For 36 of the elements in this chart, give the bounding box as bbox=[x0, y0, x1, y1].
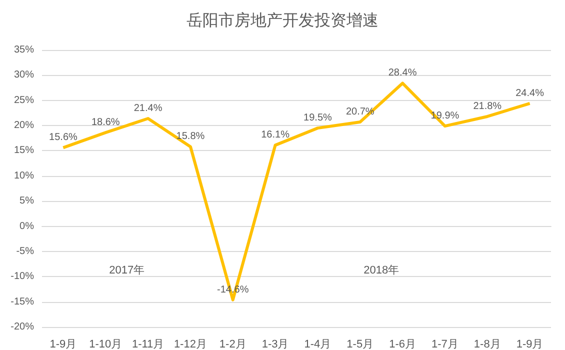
x-tick-label: 1-6月 bbox=[389, 338, 416, 350]
data-label: 24.4% bbox=[516, 88, 544, 99]
data-label: 21.8% bbox=[473, 100, 502, 112]
data-label: 16.1% bbox=[261, 130, 290, 141]
y-tick-label: 5% bbox=[20, 196, 34, 207]
y-tick-label: -20% bbox=[10, 322, 34, 332]
x-tick-label: 1-7月 bbox=[432, 338, 458, 350]
x-tick-label: 1-3月 bbox=[262, 338, 289, 350]
x-tick-label: 1-9月 bbox=[50, 338, 77, 350]
x-tick-label: 1-2月 bbox=[219, 338, 246, 350]
y-tick-label: -15% bbox=[10, 296, 34, 308]
data-label: 15.6% bbox=[49, 132, 78, 144]
x-tick-label: 1-4月 bbox=[304, 338, 332, 350]
y-tick-label: 15% bbox=[14, 145, 34, 156]
annotation: 2018年 bbox=[364, 264, 400, 276]
annotation: 2017年 bbox=[109, 264, 145, 276]
y-tick-label: 20% bbox=[14, 120, 34, 132]
y-tick-label: 30% bbox=[14, 70, 34, 81]
data-label: 21.4% bbox=[134, 102, 162, 114]
data-label: 19.5% bbox=[304, 112, 332, 124]
x-tick-label: 1-9月 bbox=[516, 338, 544, 350]
y-tick-label: -10% bbox=[10, 271, 34, 282]
x-tick-label: 1-11月 bbox=[132, 338, 164, 350]
x-tick-label: 1-10月 bbox=[89, 338, 122, 350]
y-tick-label: 0% bbox=[20, 220, 34, 232]
data-label: 15.8% bbox=[176, 131, 205, 142]
y-tick-label: 25% bbox=[14, 94, 34, 106]
y-tick-label: 35% bbox=[14, 44, 34, 56]
data-label: 28.4% bbox=[388, 68, 417, 79]
x-tick-label: 1-5月 bbox=[346, 338, 374, 350]
chart-title: 岳阳市房地产开发投资增速 bbox=[186, 12, 378, 30]
data-label: 18.6% bbox=[91, 117, 120, 128]
y-tick-label: -5% bbox=[16, 246, 34, 257]
y-tick-label: 10% bbox=[14, 170, 34, 182]
x-tick-label: 1-8月 bbox=[474, 338, 501, 350]
x-tick-label: 1-12月 bbox=[174, 338, 207, 350]
